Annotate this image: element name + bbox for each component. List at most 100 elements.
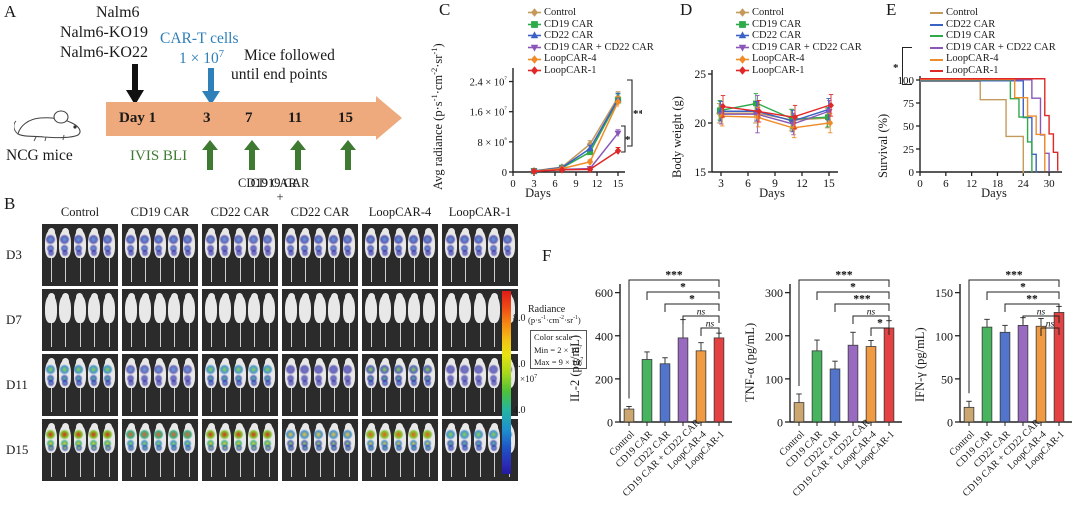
- mouse-tail: [51, 258, 52, 282]
- bli-signal-glow: [460, 244, 468, 252]
- bli-signal-glow: [183, 429, 193, 439]
- mouse-image: [248, 293, 261, 349]
- panelb-bli-image: [122, 289, 198, 351]
- data-point: [530, 167, 538, 176]
- ytick-label: 8 × 10⁶: [478, 134, 508, 149]
- panelb-bli-image: [42, 419, 118, 481]
- ivis-bli-label: IVIS BLI: [130, 148, 188, 164]
- bli-signal-glow: [61, 250, 68, 256]
- bli-signal-glow: [343, 234, 353, 244]
- legend-item-control: Control: [528, 7, 654, 19]
- mouse-image: [408, 358, 421, 414]
- mouse-tail: [268, 388, 270, 412]
- bli-signal-glow: [408, 364, 418, 374]
- mouse-image: [365, 358, 377, 414]
- mouse-body: [262, 295, 275, 323]
- panelb-bli-image: [282, 224, 358, 286]
- series-line: [533, 150, 619, 173]
- mouse-tail: [174, 258, 176, 282]
- inoculation-arrow-icon: [124, 64, 146, 111]
- bli-signal-glow: [286, 374, 294, 382]
- sig-annotation: ns: [1046, 320, 1055, 330]
- mouse-body: [205, 295, 217, 323]
- bar: [981, 326, 993, 423]
- bli-signal-glow: [59, 234, 69, 244]
- mouse-tail: [465, 388, 467, 412]
- mouse-image: [379, 358, 392, 414]
- bli-signal-glow: [287, 380, 294, 386]
- mouse-tail: [211, 388, 212, 412]
- bli-signal-glow: [474, 364, 484, 374]
- bli-signal-glow: [316, 250, 323, 256]
- mouse-image: [88, 228, 101, 284]
- mouse-icon: [13, 108, 88, 147]
- bli-signal-glow: [425, 380, 432, 386]
- panelb-scale-tick-6: 6.0: [513, 359, 526, 370]
- bli-signal-glow: [476, 250, 483, 256]
- bli-signal-glow: [475, 244, 483, 252]
- legend-label: CD19 CAR + CD22 CAR: [544, 41, 654, 53]
- legend-label: CD19 CAR + CD22 CAR: [946, 41, 1056, 53]
- bli-signal-glow: [90, 380, 97, 386]
- mouse-tail: [211, 258, 212, 282]
- bli-signal-glow: [380, 244, 388, 252]
- legend-label: CD19 CAR: [752, 18, 802, 30]
- xtick-label: 12: [592, 179, 603, 190]
- mouse-tail: [305, 258, 307, 282]
- bli-signal-glow: [155, 374, 163, 382]
- bli-signal-glow: [234, 429, 244, 439]
- bli-signal-glow: [263, 234, 273, 244]
- mouse-tail: [94, 323, 96, 347]
- mouse-image: [153, 423, 166, 479]
- mouse-image: [205, 358, 217, 414]
- mouse-image: [313, 293, 326, 349]
- followup-label-2: until end points: [231, 66, 328, 83]
- xtick-label: 6: [552, 179, 557, 190]
- mouse-body: [459, 295, 472, 323]
- bli-signal-glow: [474, 234, 484, 244]
- mouse-tail: [414, 258, 416, 282]
- mouse-image: [285, 423, 297, 479]
- ytick-label: 50: [903, 121, 915, 133]
- mouse-tail: [225, 323, 227, 347]
- bli-signal-glow: [299, 234, 309, 244]
- mouse-image: [473, 358, 486, 414]
- panel-e-significance: *: [893, 62, 899, 74]
- bli-signal-glow: [46, 244, 54, 252]
- bli-signal-glow: [61, 445, 68, 451]
- bli-signal-glow: [445, 429, 455, 439]
- bli-signal-glow: [344, 439, 352, 447]
- bli-signal-glow: [168, 429, 178, 439]
- xtick-label: 18: [992, 178, 1004, 190]
- legend-item-loopcar-1: LoopCAR-1: [930, 65, 1056, 77]
- bli-signal-glow: [447, 250, 454, 256]
- mouse-image: [45, 293, 57, 349]
- mouse-image: [342, 293, 355, 349]
- mouse-tail: [399, 453, 401, 477]
- bli-signal-glow: [381, 445, 388, 451]
- mouse-image: [233, 293, 246, 349]
- bli-signal-glow: [46, 374, 54, 382]
- mouse-image: [153, 358, 166, 414]
- mouse-image: [299, 358, 312, 414]
- bli-signal-glow: [45, 429, 55, 439]
- mouse-tail: [428, 258, 430, 282]
- panelb-column-header: Control: [60, 205, 100, 219]
- legend-label: CD19 CAR + CD22 CAR: [752, 41, 862, 53]
- mouse-image: [445, 358, 457, 414]
- mouse-image: [459, 358, 472, 414]
- legend-marker-icon: [528, 54, 541, 64]
- mouse-image: [233, 423, 246, 479]
- bli-signal-glow: [285, 364, 295, 374]
- legend-item-cd22-car: CD22 CAR: [528, 30, 654, 42]
- mouse-image: [153, 228, 166, 284]
- bli-signal-glow: [488, 364, 498, 374]
- mouse-tail: [494, 388, 496, 412]
- mouse-tail: [94, 453, 96, 477]
- panelb-bli-image: [362, 419, 438, 481]
- bli-signal-glow: [447, 445, 454, 451]
- legend-label: Control: [752, 7, 785, 18]
- ytick-label: 2.4 × 10⁷: [470, 74, 508, 89]
- mouse-tail: [145, 388, 147, 412]
- bli-signal-glow: [394, 364, 404, 374]
